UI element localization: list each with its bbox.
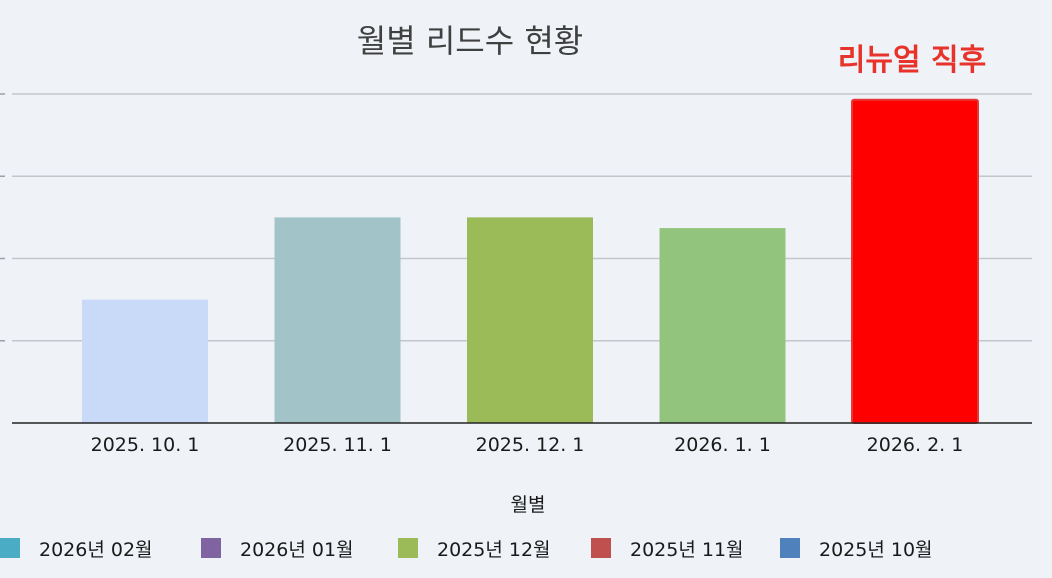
legend-swatch [780, 538, 800, 558]
x-tick-label: 2025. 10. 1 [91, 434, 200, 456]
x-tick-label: 2025. 11. 1 [283, 434, 392, 456]
bars [82, 98, 979, 424]
x-tick-label: 2026. 1. 1 [674, 434, 771, 456]
chart-title: 월별 리드수 현황 [357, 22, 583, 60]
legend-label: 2026년 02월 [39, 539, 153, 561]
x-tick-labels: 2025. 10. 1 2025. 11. 1 2025. 12. 1 2026. 1… [91, 434, 964, 456]
bar [467, 217, 593, 423]
legend-swatch [201, 538, 221, 558]
legend-swatch [0, 538, 20, 558]
bar [851, 98, 979, 424]
renewal-annotation: 리뉴얼 직후 [838, 43, 986, 78]
x-tick-label: 2026. 2. 1 [867, 434, 964, 456]
bar [659, 228, 786, 423]
legend-label: 2025년 11월 [630, 539, 744, 561]
legend: 2026년 02월 2026년 01월 2025년 12월 2025년 11월 2025… [0, 538, 933, 561]
x-tick-label: 2025. 12. 1 [476, 434, 585, 456]
legend-label: 2025년 10월 [819, 539, 933, 561]
legend-label: 2026년 01월 [240, 539, 354, 561]
bar [82, 299, 208, 423]
legend-swatch [591, 538, 611, 558]
x-axis-label: 월별 [511, 494, 546, 516]
legend-label: 2025년 12월 [437, 539, 551, 561]
legend-swatch [398, 538, 418, 558]
bar [274, 217, 401, 423]
